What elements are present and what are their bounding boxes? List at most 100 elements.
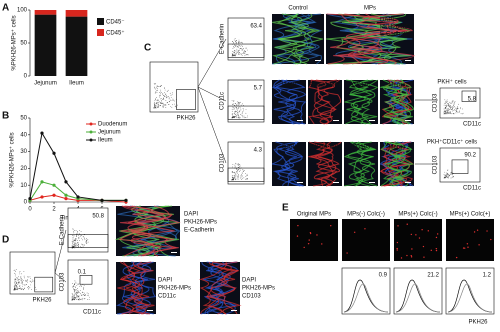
flow-dot <box>232 41 233 42</box>
flow-dot <box>243 52 245 54</box>
flow-dot <box>443 112 445 113</box>
flow-dot <box>164 95 166 97</box>
flow-dot <box>449 106 450 108</box>
tissue <box>312 141 337 187</box>
flow-dot <box>447 109 448 111</box>
flow-dot <box>14 287 16 289</box>
flow-dot <box>15 271 16 272</box>
flow-dot <box>30 278 31 280</box>
flow-plot <box>149 61 199 113</box>
column-header: MPs(+) Colc(+) <box>450 212 491 218</box>
flow-dot <box>15 282 17 284</box>
flow-dot <box>246 54 247 55</box>
flow-dot <box>18 275 19 277</box>
flow-dot <box>25 280 27 282</box>
gate-value: 0.9 <box>379 273 388 279</box>
particle <box>466 243 469 245</box>
flow-dot <box>170 99 171 101</box>
legend-marker <box>89 122 93 126</box>
flow-dot <box>15 285 17 287</box>
flow-dot <box>72 228 74 230</box>
flow-dot <box>163 104 165 106</box>
flow-dot <box>451 109 453 111</box>
x-tick-label: 0 <box>28 207 32 213</box>
flow-dot <box>238 114 240 116</box>
flow-dot <box>239 101 241 103</box>
flow-dot <box>444 177 445 178</box>
flow-dot <box>27 281 28 283</box>
flow-dot <box>19 286 20 287</box>
flow-dot <box>446 103 448 104</box>
flow-dot <box>233 172 235 174</box>
axis-label: CD11c <box>83 310 101 316</box>
particle <box>478 244 480 246</box>
flow-dot <box>445 111 447 113</box>
flow-dot <box>76 299 77 300</box>
flow-dot <box>156 102 157 103</box>
point <box>40 131 44 135</box>
flow-dot <box>73 244 75 246</box>
flow-dot <box>239 53 241 55</box>
flow-dot <box>77 290 79 292</box>
flow-plot <box>9 251 56 295</box>
flow-dot <box>23 289 24 291</box>
flow-dot <box>154 100 156 101</box>
particle <box>396 241 399 244</box>
tissue <box>315 141 338 187</box>
flow-dot <box>18 282 20 283</box>
particle <box>316 234 318 236</box>
flow-dot <box>241 55 243 57</box>
flow-dot <box>233 107 235 109</box>
gate <box>227 167 265 182</box>
flow-dot <box>455 112 457 114</box>
scale-bar <box>297 182 303 183</box>
flow-dot <box>73 285 75 286</box>
flow-dot <box>73 240 74 242</box>
flow-dot <box>78 236 79 238</box>
flow-dot <box>160 92 162 93</box>
flow-dot <box>14 286 16 287</box>
gate <box>176 89 196 110</box>
flow-dot <box>447 175 448 177</box>
flow-dot <box>155 107 157 109</box>
flow-dot <box>453 107 455 108</box>
flow-dot <box>243 51 245 53</box>
particle <box>486 230 488 232</box>
flow-dot <box>241 114 243 116</box>
flow-dot <box>174 106 176 108</box>
flow-dot <box>234 113 236 115</box>
flow-dot <box>231 117 233 119</box>
flow-dot <box>235 174 237 176</box>
flow-dot <box>157 107 159 108</box>
scale-bar <box>333 120 339 121</box>
stain-label: DAPI <box>158 278 172 284</box>
flow-dot <box>73 296 75 298</box>
flow-dot <box>19 273 21 275</box>
flow-dot <box>448 109 450 111</box>
legend-marker <box>89 130 93 134</box>
flow-dot <box>80 293 81 295</box>
flow-dot <box>80 286 82 287</box>
flow-dot <box>23 288 24 290</box>
flow-dot <box>443 110 445 112</box>
tissue <box>124 205 175 257</box>
tissue <box>353 141 378 187</box>
flow-dot <box>238 50 240 51</box>
flow-dot <box>451 174 453 175</box>
flow-dot <box>231 53 233 54</box>
flow-dot <box>160 91 162 93</box>
tissue <box>273 13 323 65</box>
flow-dot <box>448 109 449 111</box>
flow-dot <box>246 178 248 179</box>
flow-dot <box>235 53 237 54</box>
flow-dot <box>75 238 77 240</box>
flow-dot <box>14 279 16 281</box>
flow-dot <box>235 179 237 181</box>
particle <box>435 236 438 239</box>
stain-label: CD103 <box>242 294 261 300</box>
flow-dot <box>457 107 459 109</box>
flow-dot <box>242 103 244 105</box>
flow-dot <box>74 288 76 290</box>
particle <box>422 245 425 248</box>
flow-dot <box>453 110 455 111</box>
